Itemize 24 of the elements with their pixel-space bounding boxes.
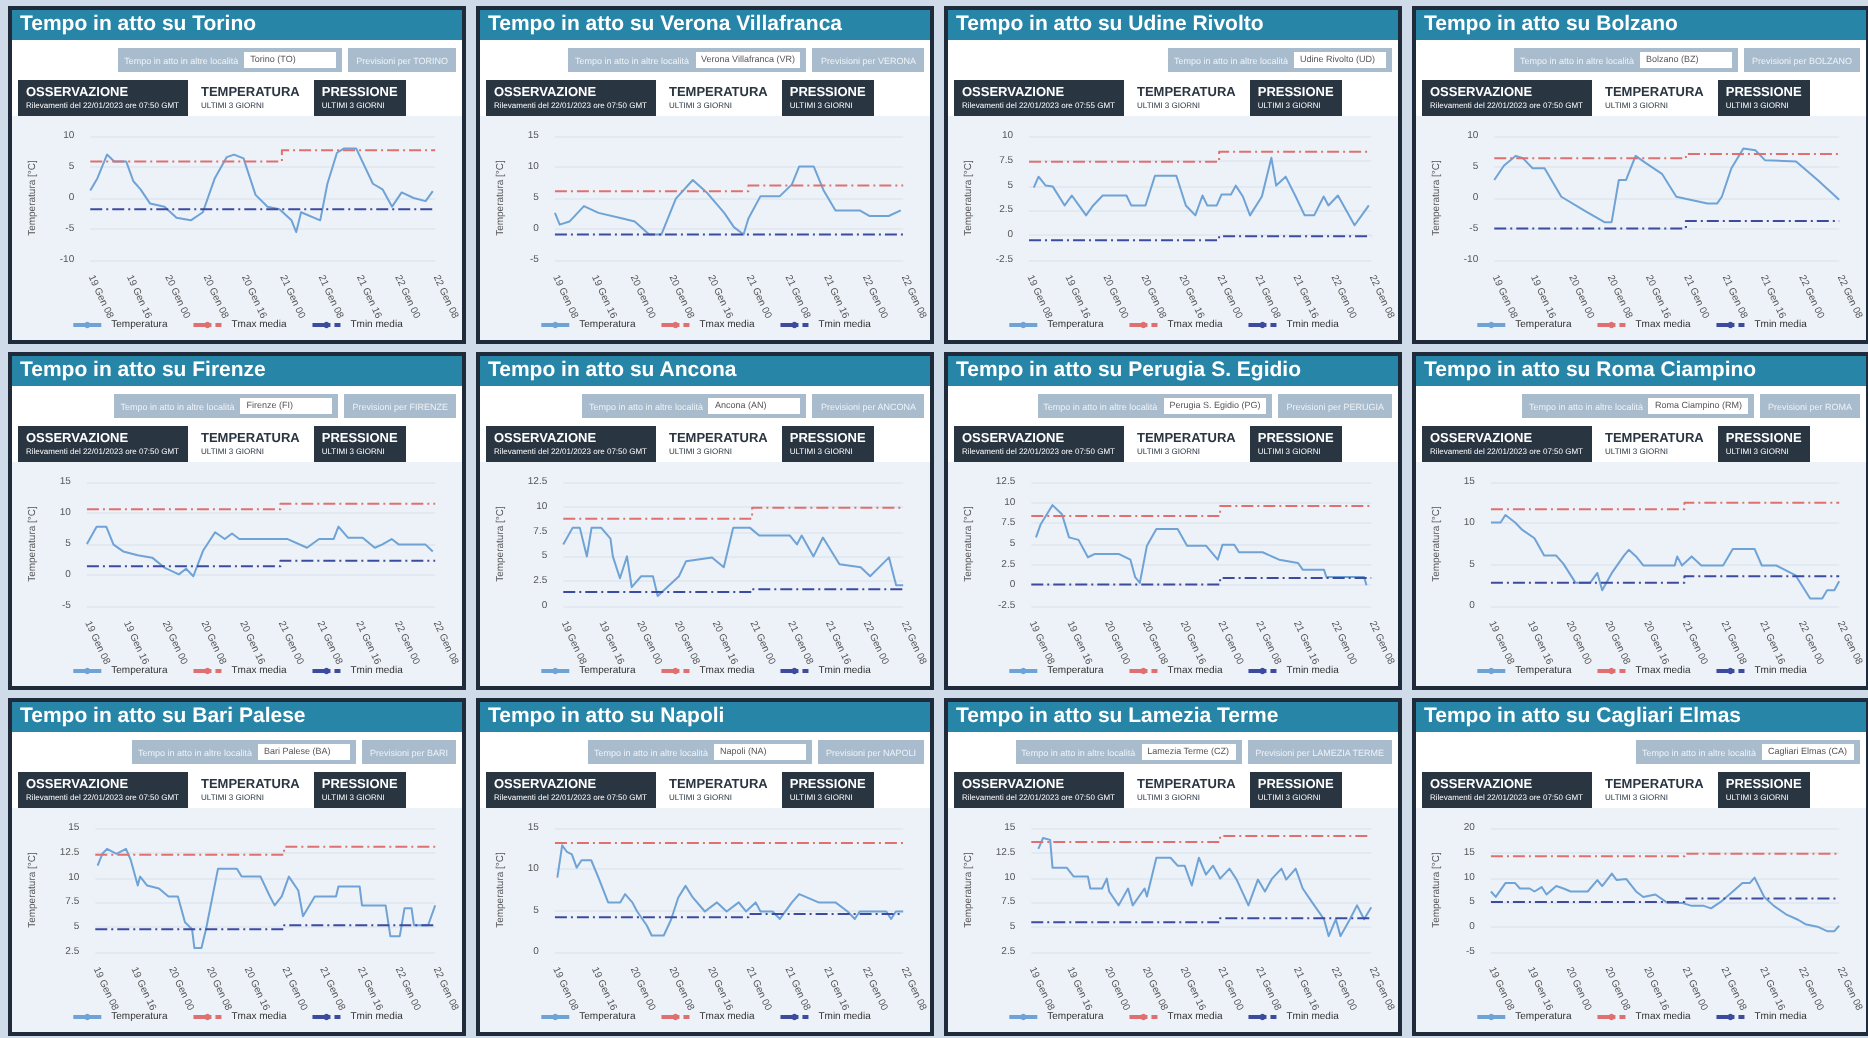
line-series	[1037, 836, 1373, 938]
line-series	[1493, 147, 1841, 224]
chart-title: Tempo in atto su Verona Villafranca	[480, 10, 930, 40]
chart-title: Tempo in atto su Napoli	[480, 702, 930, 732]
line-series	[1034, 504, 1368, 587]
chart-title: Tempo in atto su Torino	[12, 10, 462, 40]
line-series	[1032, 156, 1370, 227]
line-series	[89, 147, 434, 234]
chart-title: Tempo in atto su Bari Palese	[12, 702, 462, 732]
chart-title: Tempo in atto su Udine Rivolto	[948, 10, 1398, 40]
chart-title: Tempo in atto su Cagliari Elmas	[1416, 702, 1866, 732]
line-series	[1489, 872, 1841, 933]
line-series	[562, 526, 905, 598]
line-series	[96, 847, 437, 950]
line-series	[553, 165, 902, 236]
chart-title: Tempo in atto su Perugia S. Egidio	[948, 356, 1398, 386]
chart-title: Tempo in atto su Roma Ciampino	[1416, 356, 1866, 386]
line-series	[556, 844, 905, 937]
chart-title: Tempo in atto su Firenze	[12, 356, 462, 386]
chart-title: Tempo in atto su Ancona	[480, 356, 930, 386]
chart-title: Tempo in atto su Bolzano	[1416, 10, 1866, 40]
chart-title: Tempo in atto su Lamezia Terme	[948, 702, 1398, 732]
line-series	[1489, 514, 1841, 600]
line-series	[85, 525, 434, 578]
